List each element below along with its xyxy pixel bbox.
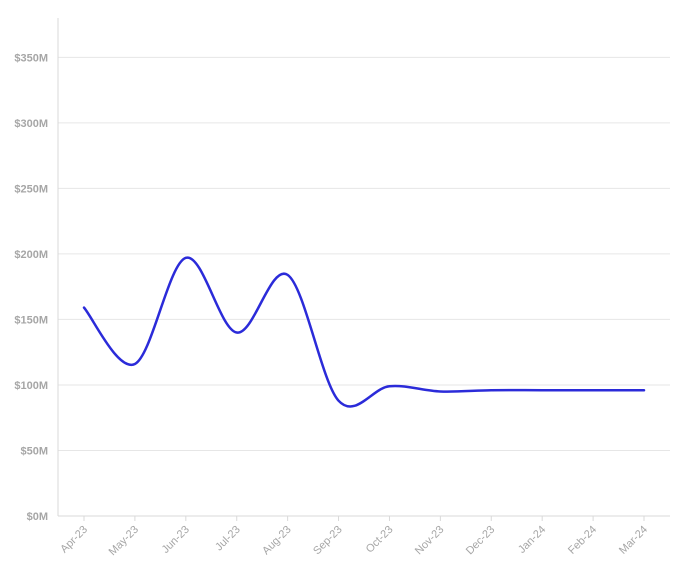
y-tick-label: $150M (14, 314, 48, 326)
x-tick-label: Feb-24 (566, 524, 599, 557)
gridlines (58, 56, 670, 451)
x-axis-ticks: Apr-23 May-23 Jun-23 Jul-23 Aug-23 Sep-23 Oct-… (58, 516, 650, 558)
x-tick-label: Oct-23 (364, 524, 396, 556)
axes (57, 18, 670, 517)
y-tick-label: $0M (27, 511, 48, 523)
x-tick-label: Apr-23 (58, 524, 90, 556)
x-tick-label: May-23 (107, 524, 141, 558)
x-tick-label: Mar-24 (617, 524, 650, 557)
x-tick-label: Jan-24 (516, 524, 548, 556)
y-tick-label: $250M (14, 183, 48, 195)
series-line (82, 256, 646, 408)
y-tick-label: $300M (14, 118, 48, 130)
y-tick-label: $50M (20, 445, 48, 457)
x-tick-label: Sep-23 (311, 524, 345, 558)
x-tick-label: Aug-23 (260, 524, 294, 558)
x-tick-label: Jun-23 (160, 524, 192, 556)
series-lines (82, 256, 646, 408)
x-tick-label: Jul-23 (213, 524, 243, 554)
x-tick-label: Nov-23 (413, 524, 447, 558)
y-tick-label: $350M (14, 52, 48, 64)
y-axis-ticks: $0M $50M $100M $150M $200M $250M $300M $350M (14, 52, 48, 523)
x-tick-label: Dec-23 (464, 524, 498, 558)
y-tick-label: $200M (14, 249, 48, 261)
y-tick-label: $100M (14, 380, 48, 392)
